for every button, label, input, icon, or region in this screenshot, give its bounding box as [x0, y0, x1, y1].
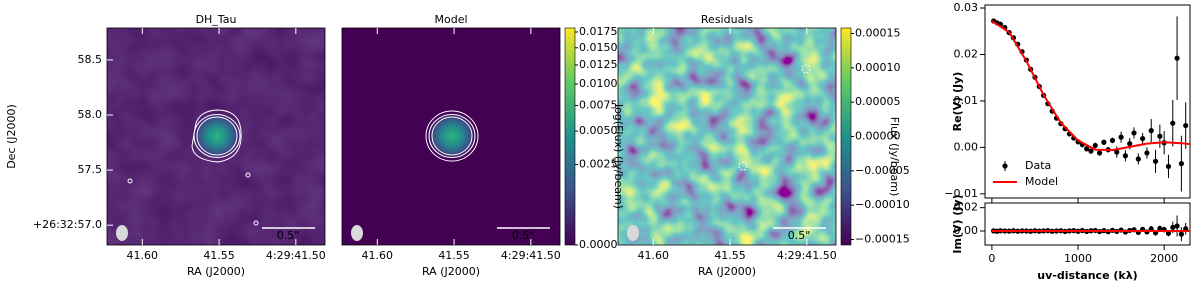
colorbar-tick-label: 0.00015 [855, 26, 901, 39]
y-tick-label: 0.03 [954, 1, 979, 14]
x-tick-label: 41.55 [203, 249, 235, 262]
panel-title: DH_Tau [196, 13, 237, 26]
data-point [1148, 128, 1154, 134]
plot-area [991, 16, 1190, 192]
y-tick-label: 0.00 [954, 140, 979, 153]
colorbar-frame [564, 27, 576, 246]
data-point [1165, 230, 1172, 236]
panel-title: Residuals [701, 13, 753, 26]
colorbar-tick-label: 0.0050 [579, 124, 618, 137]
data-point [1109, 137, 1116, 144]
x-axis-label: RA (J2000) [422, 265, 480, 278]
data-point [1114, 149, 1120, 155]
x-tick-label: 2000 [1150, 252, 1178, 265]
y-axis-label: Re(V) (Jy) [951, 72, 964, 132]
colorbar-tick-label: 0.00005 [855, 95, 901, 108]
colorbar-tick-label: 0.0175 [579, 25, 618, 38]
data-point [1178, 231, 1184, 237]
axes-frame [984, 202, 1191, 246]
data-point [1118, 134, 1124, 140]
y-axis-label: Im(V) (Jy) [951, 194, 964, 253]
scalebar-label: 0.5" [277, 229, 300, 242]
colorbar-tick-label: 0.00000 [855, 130, 901, 143]
data-point [1088, 148, 1094, 154]
data-point [1101, 139, 1107, 145]
image-model [342, 28, 560, 245]
y-tick-label: 58.5 [78, 53, 103, 66]
colorbar-tick-label: −0.00015 [855, 233, 910, 246]
data-point [1183, 122, 1189, 129]
y-tick-label: 0.02 [954, 201, 979, 214]
axes-frame [984, 4, 1191, 199]
y-tick-label: 0.02 [954, 47, 979, 60]
data-point [1084, 146, 1090, 152]
legend-label: Model [1025, 175, 1058, 188]
x-axis-label: uv-distance (kλ) [1037, 269, 1137, 282]
data-point [1178, 161, 1184, 167]
colorbar [565, 28, 575, 245]
y-tick-label: 0.00 [954, 224, 979, 237]
scalebar-label: 0.5" [512, 229, 535, 242]
x-axis-label: RA (J2000) [187, 265, 245, 278]
scalebar-label: 0.5" [788, 229, 811, 242]
x-tick-label: 41.60 [362, 249, 394, 262]
image-data [107, 28, 325, 245]
colorbar-tick-label: 0.0000 [579, 238, 618, 251]
legend-label: Data [1025, 159, 1051, 172]
x-tick-label: 41.55 [714, 249, 746, 262]
data-point [1131, 130, 1137, 136]
data-point [1140, 135, 1146, 142]
data-point [1157, 133, 1163, 139]
y-tick-label: 57.5 [78, 163, 103, 176]
colorbar-tick-label: 0.00010 [855, 61, 901, 74]
colorbar-tick-label: 0.0125 [579, 58, 618, 71]
colorbar-tick-label: −0.00005 [855, 164, 910, 177]
colorbar-tick-label: 0.0150 [579, 41, 618, 54]
data-point [1165, 163, 1172, 170]
x-axis-label: RA (J2000) [698, 265, 756, 278]
data-point [1144, 150, 1150, 156]
x-tick-label: 4:29:41.50 [777, 249, 837, 262]
x-tick-label: 41.60 [127, 249, 159, 262]
image-residuals [618, 28, 836, 245]
axes-frame [617, 27, 837, 246]
data-point [1127, 141, 1133, 147]
y-tick-label: 0.01 [954, 94, 979, 107]
x-tick-label: 4:29:41.50 [501, 249, 561, 262]
data-point [1152, 158, 1159, 164]
colorbar-tick-label: 0.0025 [579, 157, 618, 170]
colorbar-tick-label: 0.0075 [579, 99, 618, 112]
colorbar-label: Flux (Jy/beam) [888, 117, 901, 197]
x-tick-label: 41.55 [438, 249, 470, 262]
y-axis-label: Dec (J2000) [5, 104, 18, 169]
data-point [1174, 223, 1180, 229]
axes-frame [341, 27, 561, 246]
data-point [1122, 153, 1128, 159]
x-tick-label: 0 [988, 252, 995, 265]
data-point [1096, 150, 1103, 156]
colorbar-label: log(Flux) (Jy/beam) [612, 104, 625, 209]
axes-frame [106, 27, 326, 246]
y-tick-label: 58.0 [78, 108, 103, 121]
x-tick-label: 1000 [1064, 252, 1092, 265]
data-point [1092, 142, 1098, 149]
colorbar-tick-label: 0.0100 [579, 77, 618, 90]
panel-title: Model [434, 13, 467, 26]
colorbar [841, 28, 851, 245]
legend-swatch [1002, 163, 1008, 169]
data-point [1170, 224, 1176, 230]
y-tick-label: −0.01 [944, 187, 978, 200]
model-line [991, 20, 1190, 152]
plot-area [991, 215, 1190, 242]
x-tick-label: 41.60 [638, 249, 670, 262]
y-tick-label: +26:32:57.0 [33, 218, 102, 231]
colorbar-tick-label: −0.00010 [855, 198, 910, 211]
data-point [1157, 225, 1163, 232]
data-point [1174, 55, 1180, 61]
data-point [1135, 156, 1141, 162]
data-point [1170, 120, 1176, 126]
x-tick-label: 4:29:41.50 [266, 249, 326, 262]
